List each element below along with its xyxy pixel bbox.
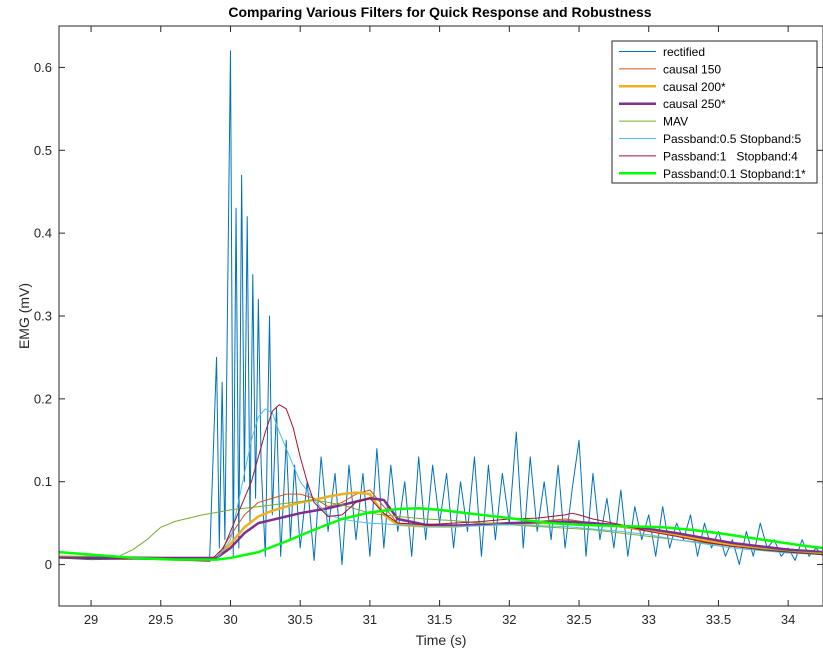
y-tick-label: 0.4 — [34, 226, 52, 241]
series-line-7 — [59, 506, 823, 561]
y-tick-label: 0.5 — [34, 143, 52, 158]
x-tick-label: 31.5 — [427, 612, 452, 627]
legend-items: rectified causal 150 causal 200* causal 250… — [619, 45, 806, 181]
y-tick-label: 0.3 — [34, 309, 52, 324]
x-tick-label: 34 — [781, 612, 795, 627]
series-layer — [59, 50, 823, 566]
x-tick-label: 32 — [502, 612, 516, 627]
legend-box — [611, 40, 818, 184]
series-line-6 — [59, 404, 823, 562]
y-tick-label: 0.2 — [34, 391, 52, 406]
x-tick-label: 31 — [363, 612, 377, 627]
legend-label-0: rectified — [663, 45, 705, 59]
chart-title: Comparing Various Filters for Quick Resp… — [228, 4, 651, 20]
legend-label-1: causal 150 — [663, 62, 721, 76]
x-tick-label: 30.5 — [288, 612, 313, 627]
legend-label-2: causal 200* — [663, 80, 726, 94]
y-tick-label: 0.6 — [34, 60, 52, 75]
x-tick-label: 33 — [641, 612, 655, 627]
series-line-3 — [59, 497, 823, 560]
legend-label-3: causal 250* — [663, 97, 726, 111]
legend-label-6: Passband:1 Stopband:4 — [663, 149, 798, 163]
y-tick-label: 0 — [45, 557, 52, 572]
x-axis-ticks: 29 29.5 30 30.5 31 31.5 32 32.5 33 33.5 34 — [84, 26, 795, 627]
y-axis-ticks: 0 0.1 0.2 0.3 0.4 0.5 0.6 — [34, 60, 823, 572]
series-line-0 — [59, 50, 823, 566]
x-axis-label: Time (s) — [416, 632, 467, 648]
x-tick-label: 32.5 — [566, 612, 591, 627]
x-tick-label: 33.5 — [706, 612, 731, 627]
legend-label-7: Passband:0.1 Stopband:1* — [663, 167, 806, 181]
legend: rectified causal 150 causal 200* causal 250… — [611, 40, 818, 184]
y-axis-label: EMG (mV) — [16, 283, 32, 349]
x-tick-label: 29.5 — [148, 612, 173, 627]
x-tick-label: 30 — [223, 612, 237, 627]
y-tick-label: 0.1 — [34, 474, 52, 489]
legend-label-5: Passband:0.5 Stopband:5 — [663, 132, 801, 146]
x-tick-label: 29 — [84, 612, 98, 627]
series-line-5 — [59, 408, 823, 561]
legend-label-4: MAV — [663, 115, 688, 129]
